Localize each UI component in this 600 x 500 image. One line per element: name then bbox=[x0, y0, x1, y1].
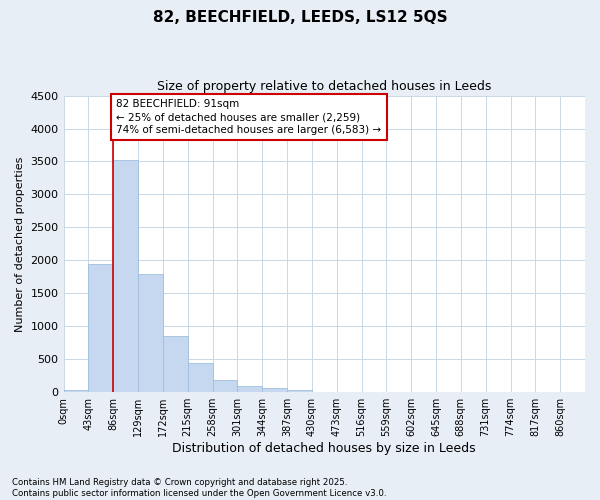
Bar bbox=[138, 274, 163, 392]
Bar bbox=[113, 160, 138, 392]
Text: 82, BEECHFIELD, LEEDS, LS12 5QS: 82, BEECHFIELD, LEEDS, LS12 5QS bbox=[152, 10, 448, 25]
Bar bbox=[163, 336, 188, 392]
Bar bbox=[64, 390, 88, 392]
X-axis label: Distribution of detached houses by size in Leeds: Distribution of detached houses by size … bbox=[172, 442, 476, 455]
Title: Size of property relative to detached houses in Leeds: Size of property relative to detached ho… bbox=[157, 80, 491, 93]
Bar bbox=[238, 386, 262, 392]
Bar bbox=[188, 362, 212, 392]
Text: Contains HM Land Registry data © Crown copyright and database right 2025.
Contai: Contains HM Land Registry data © Crown c… bbox=[12, 478, 386, 498]
Bar bbox=[262, 388, 287, 392]
Bar bbox=[287, 390, 312, 392]
Bar bbox=[88, 264, 113, 392]
Y-axis label: Number of detached properties: Number of detached properties bbox=[15, 156, 25, 332]
Text: 82 BEECHFIELD: 91sqm
← 25% of detached houses are smaller (2,259)
74% of semi-de: 82 BEECHFIELD: 91sqm ← 25% of detached h… bbox=[116, 99, 382, 136]
Bar bbox=[212, 380, 238, 392]
